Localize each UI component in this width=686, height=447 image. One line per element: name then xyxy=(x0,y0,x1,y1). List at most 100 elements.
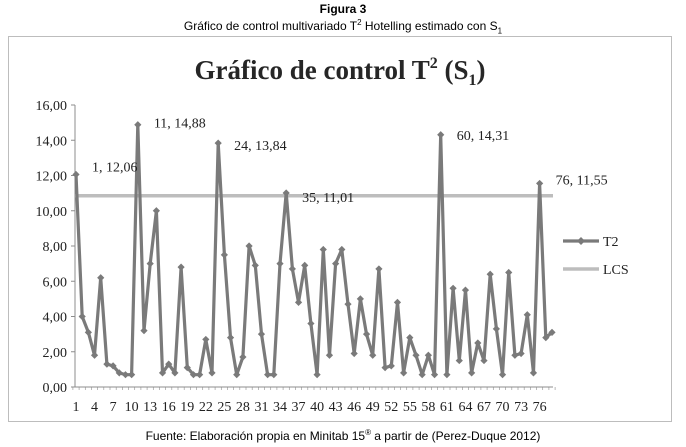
t2-point xyxy=(474,339,482,347)
t2-point xyxy=(189,371,198,379)
chart-legend: T2 LCS xyxy=(563,235,629,278)
t2-point xyxy=(109,362,117,370)
data-label: 76, 11,55 xyxy=(556,173,608,188)
chart-container: Gráfico de control T2 (S1) 0,00 2,00 4,00 6… xyxy=(8,36,672,422)
t2-point xyxy=(344,300,352,308)
t2-point xyxy=(214,139,222,147)
t2-point xyxy=(121,371,130,379)
data-label: 35, 11,01 xyxy=(302,191,354,206)
t2-point xyxy=(158,369,167,377)
t2-point xyxy=(350,349,358,358)
t2-point xyxy=(152,207,160,215)
t2-point xyxy=(369,351,377,359)
source-note-prefix: Fuente: Elaboración propia en Minitab 15 xyxy=(145,429,366,443)
x-tick-label: 4 xyxy=(91,400,98,415)
t2-point xyxy=(146,260,154,268)
t2-point xyxy=(548,328,556,336)
x-tick-label: 70 xyxy=(496,400,510,415)
t2-point xyxy=(177,263,185,271)
t2-point xyxy=(455,356,463,365)
t2-point xyxy=(196,371,204,379)
t2-point xyxy=(239,353,247,361)
x-tick-label: 76 xyxy=(533,400,547,415)
x-tick-label: 7 xyxy=(110,400,117,415)
y-tick-label: 2,00 xyxy=(43,346,68,361)
x-tick-label: 34 xyxy=(273,400,287,415)
t2-point xyxy=(72,170,80,179)
x-tick-label: 28 xyxy=(236,400,250,415)
data-label: 24, 13,84 xyxy=(234,139,287,154)
t2-point xyxy=(542,334,550,342)
t2-point xyxy=(97,274,105,282)
figure-caption-subscript: 1 xyxy=(497,26,503,36)
t2-point xyxy=(461,286,470,294)
x-tick-label: 1 xyxy=(73,400,80,415)
control-chart: Gráfico de control T2 (S1) 0,00 2,00 4,00 6… xyxy=(36,55,629,415)
t2-point xyxy=(480,356,488,365)
t2-point xyxy=(356,295,364,303)
x-tick-label: 40 xyxy=(310,400,324,415)
legend-lcs-label: LCS xyxy=(603,263,629,278)
x-tick-label: 64 xyxy=(458,400,472,415)
chart-title-main: Gráfico de control T xyxy=(195,55,430,85)
t2-point xyxy=(468,369,476,377)
data-label: 11, 14,88 xyxy=(154,117,206,132)
chart-title-open: (S xyxy=(438,55,469,85)
figure-caption-middle: Hotelling estimado con S xyxy=(361,19,498,33)
t2-point xyxy=(264,371,272,379)
t2-point xyxy=(276,260,284,268)
t2-point xyxy=(325,351,334,359)
chart-title-close: ) xyxy=(477,55,486,85)
t2-point xyxy=(245,242,253,250)
t2-point xyxy=(536,179,544,188)
source-note: Fuente: Elaboración propia en Minitab 15… xyxy=(0,428,686,443)
t2-point xyxy=(418,371,426,379)
x-tick-label: 46 xyxy=(347,400,361,415)
t2-point xyxy=(375,265,383,273)
chart-annotations: 1, 12,06 11, 14,88 24, 13,84 35, 11,01 60, 1… xyxy=(92,117,608,206)
x-tick-label: 22 xyxy=(199,400,213,415)
t2-point xyxy=(301,261,309,269)
x-tick-label: 61 xyxy=(440,400,454,415)
y-tick-label: 12,00 xyxy=(36,170,68,185)
t2-point xyxy=(449,284,457,292)
t2-point xyxy=(183,364,191,372)
x-tick-label: 67 xyxy=(477,400,491,415)
y-tick-label: 4,00 xyxy=(43,311,68,326)
figure-caption: Gráfico de control multivariado T2 Hotel… xyxy=(0,18,686,35)
t2-point xyxy=(492,325,500,333)
legend-t2-label: T2 xyxy=(603,235,619,250)
t2-point xyxy=(220,251,228,259)
t2-point xyxy=(84,328,92,336)
t2-point xyxy=(498,371,507,379)
t2-point xyxy=(115,369,123,377)
t2-point xyxy=(226,334,235,342)
y-tick-label: 8,00 xyxy=(43,240,68,255)
t2-point xyxy=(90,351,99,359)
chart-axes: 0,00 2,00 4,00 6,00 8,00 10,00 12,00 14,00 16,00… xyxy=(36,99,556,415)
t2-point xyxy=(523,311,531,319)
t2-point xyxy=(78,312,86,321)
t2-point xyxy=(257,330,266,338)
y-tick-label: 10,00 xyxy=(36,205,68,220)
x-tick-label: 16 xyxy=(162,400,176,415)
figure-caption-superscript: 2 xyxy=(357,18,362,27)
t2-point xyxy=(233,371,241,379)
t2-point xyxy=(319,245,327,254)
x-tick-label: 37 xyxy=(292,400,306,415)
x-tick-label: 73 xyxy=(514,400,528,415)
chart-title: Gráfico de control T2 (S1) xyxy=(195,55,486,89)
t2-point xyxy=(128,371,136,379)
t2-point xyxy=(165,360,173,368)
legend-t2-marker xyxy=(577,237,585,245)
y-tick-label: 0,00 xyxy=(43,381,68,396)
t2-series xyxy=(72,121,556,379)
t2-point xyxy=(406,334,414,342)
x-tick-label: 25 xyxy=(217,400,231,415)
t2-point xyxy=(171,369,179,377)
x-tick-label: 13 xyxy=(143,400,157,415)
t2-point xyxy=(381,364,389,372)
t2-point xyxy=(505,268,513,277)
t2-point xyxy=(288,265,296,273)
x-tick-label: 10 xyxy=(125,400,139,415)
